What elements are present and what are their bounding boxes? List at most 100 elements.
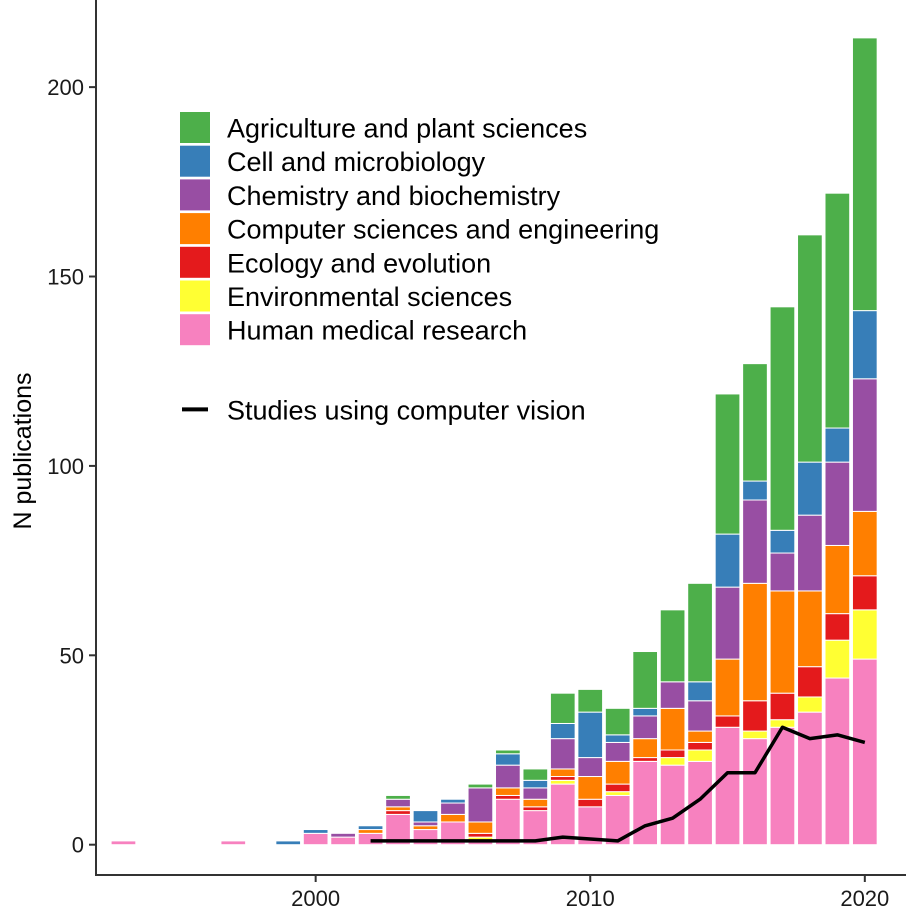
bar-segment xyxy=(549,692,576,724)
bar-segment xyxy=(824,427,851,463)
bar-segment xyxy=(851,37,878,312)
bar-segment xyxy=(797,461,823,516)
bar-segment xyxy=(302,829,329,834)
bar-segment xyxy=(522,787,549,800)
legend-key-box xyxy=(180,179,210,211)
bar-segment xyxy=(275,840,302,846)
axes: 0 50 100 150 200 2000 2010 2020 xyxy=(47,0,906,911)
bar-segment xyxy=(357,825,384,831)
y-tick-label: 150 xyxy=(47,265,84,290)
bar-segment xyxy=(385,794,411,800)
bars-layer xyxy=(110,37,878,846)
plot-panel-border xyxy=(95,0,906,876)
bar-segment xyxy=(742,480,768,501)
bar-segment xyxy=(632,707,659,717)
bar-segment xyxy=(495,749,521,755)
legend-label: Environmental sciences xyxy=(227,282,512,312)
bar-segment xyxy=(495,794,521,800)
bar-segment xyxy=(659,764,686,846)
bar-segment xyxy=(687,681,713,702)
bar-segment xyxy=(577,711,604,759)
legend-key-box xyxy=(180,280,210,312)
bar-segment xyxy=(769,529,796,554)
bar-segment xyxy=(769,692,796,721)
bar-segment xyxy=(851,378,878,512)
bar-segment xyxy=(604,707,631,736)
bar-segment xyxy=(577,688,604,713)
bar-segment xyxy=(549,738,576,770)
bar-segment xyxy=(632,738,659,759)
bar-segment xyxy=(632,715,659,740)
bar-segment xyxy=(549,779,576,785)
y-tick-label: 0 xyxy=(72,833,84,858)
bar-segment xyxy=(467,821,494,834)
bar-segment xyxy=(824,544,851,615)
bar-segment xyxy=(495,753,521,766)
bar-segment xyxy=(330,832,356,838)
y-tick-label: 50 xyxy=(60,643,84,668)
bar-segment xyxy=(742,363,768,482)
bar-segment xyxy=(659,609,686,683)
bar-segment xyxy=(851,658,878,846)
bar-segment xyxy=(797,666,823,698)
bar-segment xyxy=(714,533,741,588)
bar-segment xyxy=(604,741,631,762)
legend-label: Ecology and evolution xyxy=(227,248,491,278)
legend-label: Cell and microbiology xyxy=(227,147,486,177)
bar-segment xyxy=(412,821,439,827)
bar-segment xyxy=(851,310,878,380)
legend-label: Studies using computer vision xyxy=(227,395,586,425)
bar-segment xyxy=(467,783,494,789)
bar-segment xyxy=(797,234,823,463)
bar-segment xyxy=(714,726,741,846)
bar-segment xyxy=(769,306,796,531)
x-tick-label: 2000 xyxy=(291,886,340,911)
bar-segment xyxy=(851,575,878,611)
bar-segment xyxy=(549,768,576,778)
bar-segment xyxy=(824,639,851,679)
bar-segment xyxy=(302,832,329,846)
bar-segment xyxy=(824,613,851,641)
bar-segment xyxy=(604,760,631,785)
bar-segment xyxy=(687,749,713,762)
legend-key-box xyxy=(180,145,210,177)
legend-key-box xyxy=(180,213,210,245)
bar-segment xyxy=(824,677,851,846)
legend-label: Agriculture and plant sciences xyxy=(227,114,587,144)
bar-segment xyxy=(495,764,521,789)
bar-segment xyxy=(522,768,549,781)
bar-segment xyxy=(742,738,768,846)
bar-segment xyxy=(659,707,686,751)
bar-segment xyxy=(769,590,796,694)
bar-segment xyxy=(659,749,686,759)
legend-key-box xyxy=(180,112,210,143)
bar-segment xyxy=(385,806,411,812)
legend-label: Computer sciences and engineering xyxy=(227,215,659,245)
bar-segment xyxy=(769,726,796,846)
bar-segment xyxy=(330,836,356,846)
bar-segment xyxy=(577,776,604,800)
bar-segment xyxy=(687,700,713,732)
bar-segment xyxy=(824,461,851,546)
bar-segment xyxy=(385,810,411,815)
bar-segment xyxy=(412,810,439,823)
bar-segment xyxy=(851,609,878,660)
line-layer xyxy=(370,725,866,843)
bar-segment xyxy=(797,696,823,713)
bar-segment xyxy=(467,787,494,823)
bar-segment xyxy=(549,722,576,740)
bar-segment xyxy=(522,806,549,812)
bar-segment xyxy=(549,776,576,781)
bar-segment xyxy=(440,802,466,815)
bar-segment xyxy=(687,730,713,743)
bar-segment xyxy=(604,791,631,796)
bar-segment xyxy=(220,840,247,846)
bar-segment xyxy=(742,730,768,740)
bar-segment xyxy=(659,757,686,766)
legend-key-box xyxy=(180,314,210,346)
bar-segment xyxy=(714,393,741,535)
legend-key-box xyxy=(180,246,210,278)
bar-segment xyxy=(467,832,494,838)
